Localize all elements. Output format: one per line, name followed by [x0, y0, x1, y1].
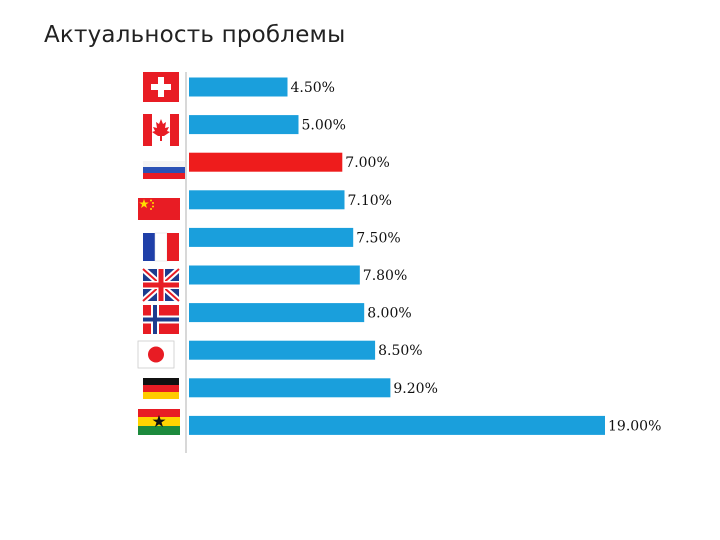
ghana-flag-icon [138, 409, 180, 435]
bar-germany [189, 378, 391, 398]
value-label: 4.50% [291, 80, 335, 96]
value-label: 8.50% [378, 343, 422, 359]
swiss-flag-icon [143, 72, 179, 102]
norway-flag-icon [143, 305, 179, 334]
value-label: 19.00% [608, 418, 661, 434]
bar-ghana [189, 415, 605, 435]
value-label: 7.80% [363, 268, 407, 284]
bar-switzerland [189, 77, 288, 97]
bar-china [189, 190, 345, 210]
value-label: 7.50% [356, 230, 400, 246]
france-flag-icon [143, 232, 179, 262]
bar-japan [189, 340, 376, 360]
value-labels-group: 4.50% 5.00% 7.00% 7.10% 7.50% 7.80% 8.00% 8.50%… [291, 80, 662, 434]
china-flag-icon [138, 198, 180, 220]
germany-flag-icon [143, 378, 179, 399]
bar-russia [189, 152, 343, 172]
uk-flag-icon [141, 266, 181, 304]
bar-france [189, 227, 354, 247]
canada-flag-icon [143, 114, 179, 146]
bars-group [189, 77, 605, 435]
japan-flag-icon [137, 340, 175, 369]
value-label: 9.20% [393, 381, 437, 397]
value-label: 5.00% [302, 118, 346, 134]
bar-canada [189, 115, 299, 135]
bar-norway [189, 303, 365, 323]
russia-flag-icon [143, 161, 185, 179]
value-label: 7.10% [348, 193, 392, 209]
bar-united-kingdom [189, 265, 360, 285]
chart-title: Актуальность проблемы [44, 22, 346, 48]
flag-icons [137, 72, 185, 435]
value-label: 7.00% [345, 155, 389, 171]
value-label: 8.00% [367, 306, 411, 322]
